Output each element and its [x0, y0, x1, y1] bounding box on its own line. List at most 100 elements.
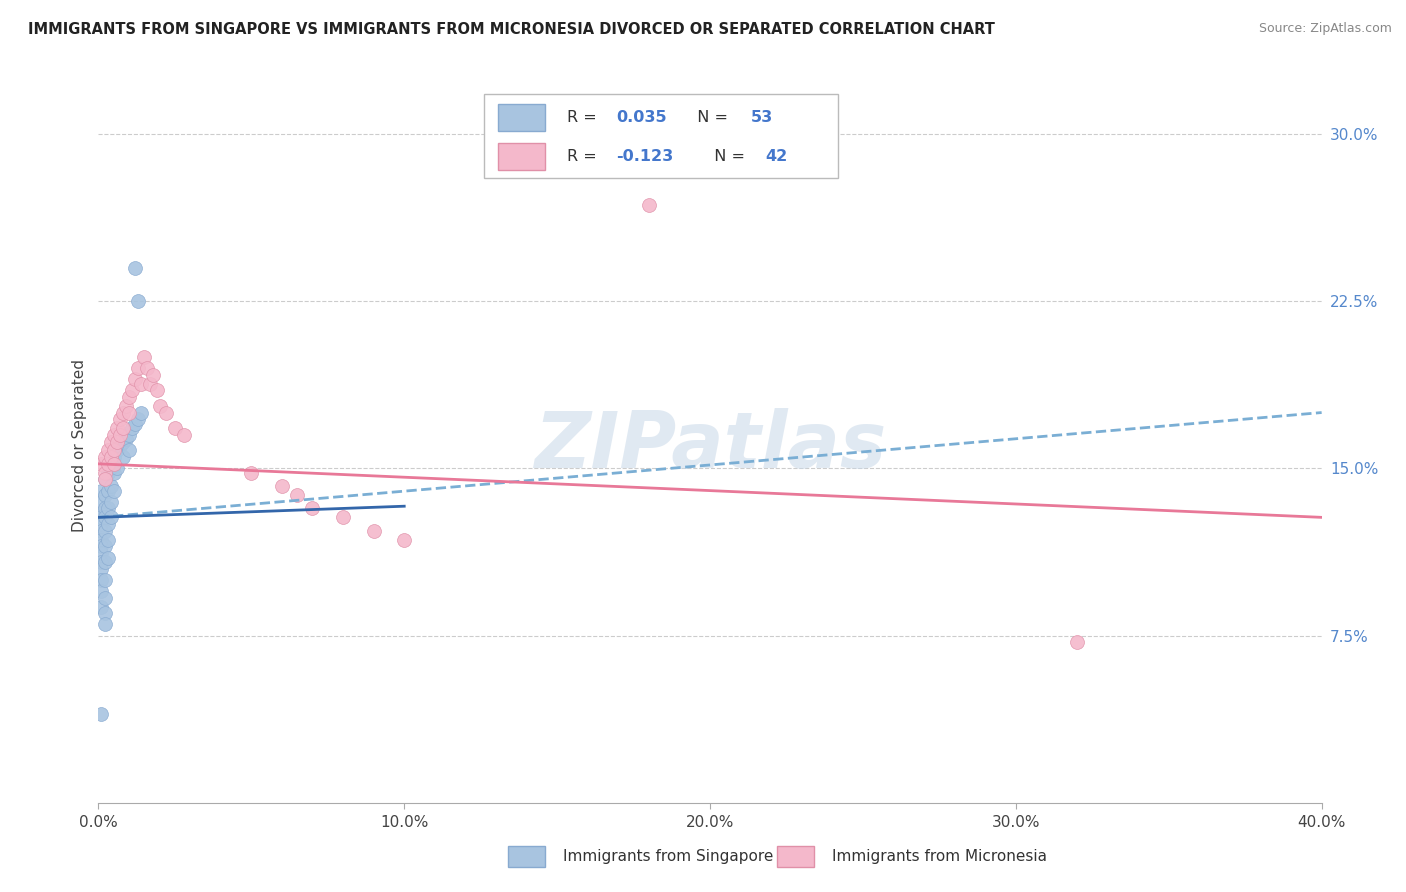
Point: [93, 573, 115, 587]
Point: [1066, 635, 1088, 649]
Point: [100, 510, 122, 524]
Point: [108, 427, 131, 442]
Point: [145, 384, 167, 398]
Point: [90, 457, 112, 471]
Point: [111, 421, 134, 435]
Point: [118, 443, 141, 458]
Point: [100, 479, 122, 493]
Point: [301, 501, 323, 516]
Point: [136, 360, 159, 375]
Point: [97, 483, 120, 498]
Point: [93, 555, 115, 569]
Point: [121, 421, 143, 435]
Point: [270, 479, 292, 493]
FancyBboxPatch shape: [498, 104, 546, 131]
Point: [118, 427, 141, 442]
Text: R =: R =: [567, 149, 602, 164]
Point: [103, 457, 125, 471]
Point: [124, 260, 146, 275]
Point: [108, 439, 131, 453]
Point: [105, 421, 128, 435]
Point: [100, 494, 122, 508]
Point: [103, 483, 125, 498]
Point: [90, 506, 112, 520]
Point: [363, 524, 385, 538]
Point: [90, 539, 112, 553]
Point: [100, 461, 122, 475]
Point: [155, 405, 177, 420]
Text: 53: 53: [751, 111, 773, 125]
Point: [124, 417, 146, 431]
Point: [90, 573, 112, 587]
Point: [93, 501, 115, 516]
Point: [90, 546, 112, 560]
Point: [127, 360, 149, 375]
Point: [173, 427, 195, 442]
Point: [105, 434, 128, 449]
Point: [90, 517, 112, 532]
Point: [90, 583, 112, 598]
Point: [332, 510, 354, 524]
Point: [93, 539, 115, 553]
Point: [111, 434, 134, 449]
Point: [103, 450, 125, 465]
Point: [111, 405, 134, 420]
Point: [93, 591, 115, 605]
FancyBboxPatch shape: [498, 143, 546, 170]
Point: [97, 550, 120, 565]
Text: N =: N =: [704, 149, 749, 164]
Point: [124, 372, 146, 386]
Point: [103, 427, 125, 442]
Text: ZIPatlas: ZIPatlas: [534, 408, 886, 484]
Point: [97, 466, 120, 480]
Text: IMMIGRANTS FROM SINGAPORE VS IMMIGRANTS FROM MICRONESIA DIVORCED OR SEPARATED CO: IMMIGRANTS FROM SINGAPORE VS IMMIGRANTS …: [28, 22, 995, 37]
Point: [103, 443, 125, 458]
Point: [93, 617, 115, 632]
Text: 42: 42: [765, 149, 787, 164]
FancyBboxPatch shape: [484, 95, 838, 178]
Point: [90, 483, 112, 498]
Point: [111, 450, 134, 465]
Point: [90, 494, 112, 508]
Text: R =: R =: [567, 111, 602, 125]
FancyBboxPatch shape: [508, 846, 546, 867]
Point: [97, 457, 120, 471]
Point: [90, 510, 112, 524]
Text: N =: N =: [686, 111, 733, 125]
Point: [240, 466, 263, 480]
Point: [90, 533, 112, 547]
Point: [108, 412, 131, 426]
Y-axis label: Divorced or Separated: Divorced or Separated: [72, 359, 87, 533]
Point: [93, 488, 115, 502]
Point: [93, 450, 115, 465]
Text: Immigrants from Micronesia: Immigrants from Micronesia: [832, 849, 1047, 863]
Point: [97, 501, 120, 516]
Point: [285, 488, 308, 502]
Point: [149, 399, 172, 413]
Point: [90, 524, 112, 538]
Point: [392, 533, 416, 547]
Point: [100, 450, 122, 465]
Point: [97, 443, 120, 458]
Point: [127, 293, 149, 308]
Point: [142, 368, 165, 382]
Point: [93, 510, 115, 524]
Text: Source: ZipAtlas.com: Source: ZipAtlas.com: [1258, 22, 1392, 36]
Point: [90, 599, 112, 614]
Point: [118, 390, 141, 404]
Point: [129, 376, 152, 391]
Point: [129, 405, 152, 420]
Point: [93, 473, 115, 487]
Point: [127, 412, 149, 426]
Text: 0.035: 0.035: [616, 111, 666, 125]
Point: [97, 517, 120, 532]
Point: [134, 350, 156, 364]
Point: [139, 376, 162, 391]
Point: [90, 555, 112, 569]
Point: [90, 706, 112, 721]
FancyBboxPatch shape: [778, 846, 814, 867]
Point: [105, 443, 128, 458]
Point: [93, 466, 115, 480]
Point: [105, 461, 128, 475]
Text: Immigrants from Singapore: Immigrants from Singapore: [564, 849, 773, 863]
